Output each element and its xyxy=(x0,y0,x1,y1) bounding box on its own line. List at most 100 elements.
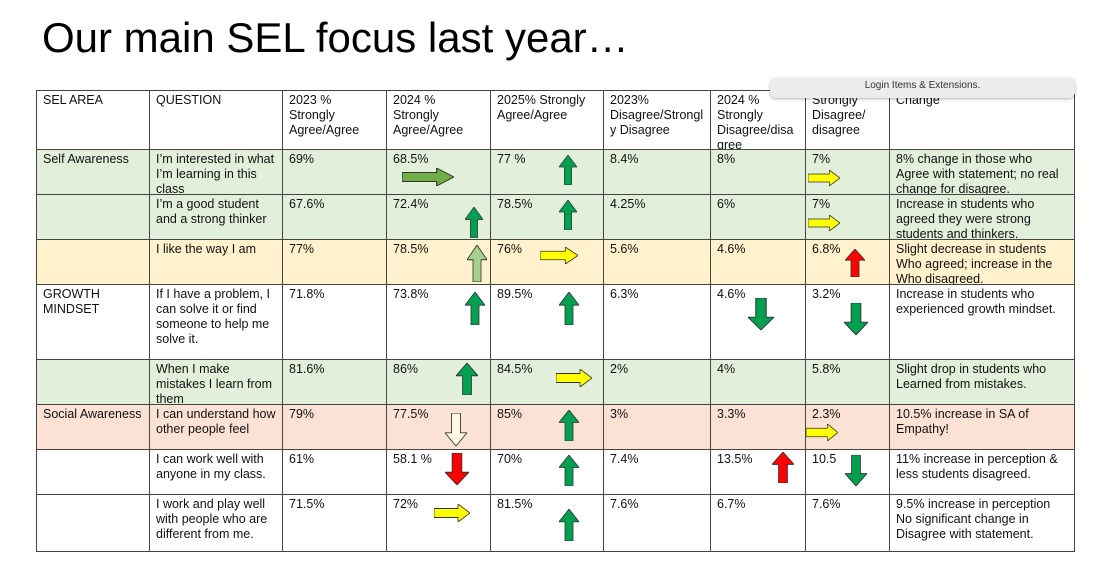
table-cell: 7% xyxy=(806,150,890,195)
table-cell: 6.7% xyxy=(711,495,806,552)
slide-title: Our main SEL focus last year… xyxy=(42,14,629,61)
table-cell: 58.1 % xyxy=(387,450,491,495)
table-cell: Slight drop in students who Learned from… xyxy=(890,360,1075,405)
arrow xyxy=(808,215,840,231)
table-cell: 69% xyxy=(283,150,387,195)
table-cell: 8% xyxy=(711,150,806,195)
table-cell: 5.8% xyxy=(806,360,890,405)
table-cell: I can work well with anyone in my class. xyxy=(150,450,283,495)
table-cell: 71.5% xyxy=(283,495,387,552)
table-cell: 3% xyxy=(604,405,711,450)
arrow xyxy=(434,504,470,522)
system-popup[interactable]: Login Items & Extensions. xyxy=(770,78,1075,98)
header-cell: SEL AREA xyxy=(36,90,150,150)
arrow xyxy=(445,413,467,446)
table-cell: 77 % xyxy=(491,150,604,195)
table-cell xyxy=(36,195,150,240)
table-cell: 81.5% xyxy=(491,495,604,552)
header-cell: 2024 % Strongly Agree/Agree xyxy=(387,90,491,150)
table-cell: I’m a good student and a strong thinker xyxy=(150,195,283,240)
arrow xyxy=(556,369,592,387)
table-cell: Slight decrease in students Who agreed; … xyxy=(890,240,1075,285)
table-cell: 7% xyxy=(806,195,890,240)
table-cell xyxy=(36,495,150,552)
table-cell: Increase in students who agreed they wer… xyxy=(890,195,1075,240)
arrow xyxy=(559,455,579,486)
header-cell: 2023% Disagree/Strongly Disagree xyxy=(604,90,711,150)
arrow xyxy=(445,453,469,485)
arrow xyxy=(845,249,865,277)
table-cell: 7.4% xyxy=(604,450,711,495)
table-cell: 71.8% xyxy=(283,285,387,360)
table-cell: 8.4% xyxy=(604,150,711,195)
arrow xyxy=(465,292,485,325)
header-cell: QUESTION xyxy=(150,90,283,150)
arrow xyxy=(845,455,867,486)
arrow xyxy=(772,452,794,483)
table-cell: 9.5% increase in perception No significa… xyxy=(890,495,1075,552)
arrow xyxy=(465,207,483,238)
table-cell: 5.6% xyxy=(604,240,711,285)
table-cell: Self Awareness xyxy=(36,150,150,195)
header-cell: Change xyxy=(890,90,1075,150)
table-cell: 81.6% xyxy=(283,360,387,405)
table-cell: 70% xyxy=(491,450,604,495)
arrow xyxy=(806,424,838,441)
table-cell: 86% xyxy=(387,360,491,405)
arrow xyxy=(559,410,579,441)
arrow xyxy=(467,245,487,282)
table-cell: 67.6% xyxy=(283,195,387,240)
arrows xyxy=(402,155,868,541)
arrow xyxy=(559,292,579,325)
arrow xyxy=(559,200,577,230)
table-cell: I like the way I am xyxy=(150,240,283,285)
table-cell: 61% xyxy=(283,450,387,495)
table-cell xyxy=(36,240,150,285)
table-cell: 77.5% xyxy=(387,405,491,450)
table-cell: 4.25% xyxy=(604,195,711,240)
table-cell: 4% xyxy=(711,360,806,405)
table-cell: 79% xyxy=(283,405,387,450)
table-cell: I’m interested in what I’m learning in t… xyxy=(150,150,283,195)
table-cell: 2% xyxy=(604,360,711,405)
table-cell: Increase in students who experienced gro… xyxy=(890,285,1075,360)
table-cell: When I make mistakes I learn from them xyxy=(150,360,283,405)
arrow xyxy=(559,155,577,185)
arrow xyxy=(808,170,840,186)
table-cell: 4.6% xyxy=(711,240,806,285)
table-cell: 3.3% xyxy=(711,405,806,450)
table-cell: GROWTH MINDSET xyxy=(36,285,150,360)
table-cell: 13.5% xyxy=(711,450,806,495)
table-cell: 2.3% xyxy=(806,405,890,450)
table-cell: 89.5% xyxy=(491,285,604,360)
header-cell: Strongly Disagree/ disagree xyxy=(806,90,890,150)
arrow xyxy=(844,303,868,335)
table-cell: If I have a problem, I can solve it or f… xyxy=(150,285,283,360)
table-cell: 85% xyxy=(491,405,604,450)
table-cell: 6% xyxy=(711,195,806,240)
table-cell: I can understand how other people feel xyxy=(150,405,283,450)
arrow xyxy=(402,168,454,186)
table-cell: 72% xyxy=(387,495,491,552)
table-cell: 76% xyxy=(491,240,604,285)
arrow xyxy=(456,363,478,395)
header-cell: 2024 % Strongly Disagree/disagree xyxy=(711,90,806,150)
table-cell: I work and play well with people who are… xyxy=(150,495,283,552)
table-cell: 10.5% increase in SA of Empathy! xyxy=(890,405,1075,450)
table-cell: 11% increase in perception & less studen… xyxy=(890,450,1075,495)
table-cell: 7.6% xyxy=(604,495,711,552)
table-cell: Social Awareness xyxy=(36,405,150,450)
table-cell: 77% xyxy=(283,240,387,285)
arrow xyxy=(540,247,578,264)
table-cell xyxy=(36,450,150,495)
table-cell: 6.8% xyxy=(806,240,890,285)
table-cell: 10.5 xyxy=(806,450,890,495)
table-cell: 6.3% xyxy=(604,285,711,360)
header-cell: 2023 % Strongly Agree/Agree xyxy=(283,90,387,150)
arrow xyxy=(559,509,579,541)
table-cell xyxy=(36,360,150,405)
table-cell: 78.5% xyxy=(491,195,604,240)
arrow xyxy=(748,298,774,330)
table-cell: 7.6% xyxy=(806,495,890,552)
